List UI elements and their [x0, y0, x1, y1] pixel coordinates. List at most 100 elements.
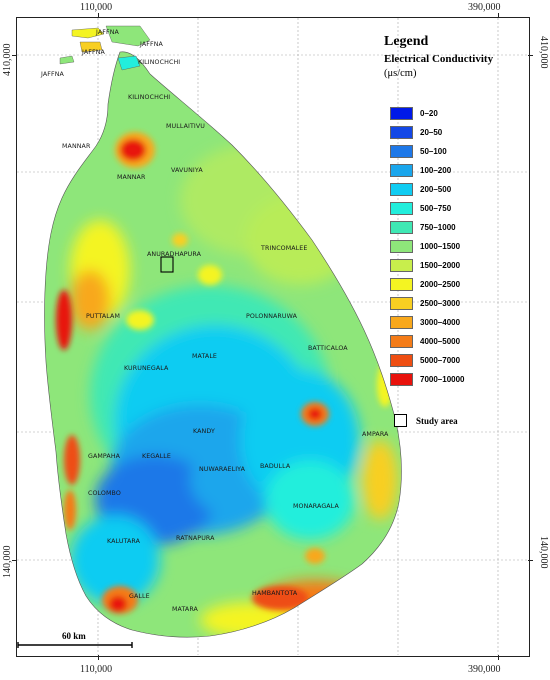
legend-label: 1500–2000 — [420, 261, 461, 270]
legend-label: 3000–4000 — [420, 318, 461, 327]
place-label: KEGALLE — [142, 453, 171, 460]
legend-swatch — [390, 107, 413, 120]
legend-item: 50–100 — [390, 145, 447, 158]
legend-label: 2000–2500 — [420, 280, 461, 289]
legend-item: 2500–3000 — [390, 297, 460, 310]
legend-item: 0–20 — [390, 107, 438, 120]
legend-label: 0–20 — [420, 109, 438, 118]
legend-swatch — [390, 183, 413, 196]
legend-label: 20–50 — [420, 128, 443, 137]
place-label: AMPARA — [362, 431, 389, 438]
legend-swatch — [390, 354, 413, 367]
place-label: JAFFNA — [40, 71, 65, 78]
legend-label: 1000–1500 — [420, 242, 461, 251]
study-area-box — [160, 256, 174, 273]
legend-label: 5000–7000 — [420, 356, 461, 365]
legend-swatch — [390, 164, 413, 177]
place-label: BATTICALOA — [308, 345, 348, 352]
legend-swatch — [390, 221, 413, 234]
place-label: JAFFNA — [139, 41, 164, 48]
tick — [498, 13, 499, 18]
legend-swatch — [390, 297, 413, 310]
conductivity-raster — [44, 51, 402, 638]
legend-swatch — [390, 126, 413, 139]
place-label: JAFFNA — [81, 49, 106, 56]
tick — [528, 560, 533, 561]
coord-bottom-right: 390,000 — [468, 664, 501, 675]
place-label: TRINCOMALEE — [260, 245, 307, 252]
legend-swatch — [390, 240, 413, 253]
place-label: MULLAITIVU — [166, 123, 205, 130]
legend-label: 500–750 — [420, 204, 452, 213]
place-label: COLOMBO — [88, 490, 121, 497]
place-label: KILINOCHCHI — [138, 59, 180, 66]
legend-item: 3000–4000 — [390, 316, 460, 329]
legend-item: 20–50 — [390, 126, 442, 139]
place-label: HAMBANTOTA — [252, 590, 298, 597]
place-label: POLONNARUWA — [246, 313, 298, 320]
tick — [98, 655, 99, 660]
legend-swatch — [390, 335, 413, 348]
place-label: KALUTARA — [107, 538, 141, 545]
place-label: GAMPAHA — [88, 453, 121, 460]
legend-swatch — [390, 316, 413, 329]
study-area-swatch — [394, 414, 407, 427]
legend-item: 4000–5000 — [390, 335, 460, 348]
legend-label: 750–1000 — [420, 223, 456, 232]
legend-item: 1500–2000 — [390, 259, 460, 272]
place-label: NUWARAELIYA — [199, 466, 246, 473]
legend-swatch — [390, 145, 413, 158]
coord-bottom-left: 110,000 — [80, 664, 113, 675]
legend-item: 750–1000 — [390, 221, 456, 234]
place-label: KURUNEGALA — [124, 365, 169, 372]
tick — [12, 55, 17, 56]
place-label: RATNAPURA — [176, 535, 215, 542]
legend-unit: (μs/cm) — [384, 68, 417, 79]
place-label: VAVUNIYA — [171, 167, 203, 174]
tick — [98, 13, 99, 18]
place-label: KANDY — [193, 428, 215, 435]
legend-swatch — [390, 259, 413, 272]
scale-bar — [17, 642, 133, 648]
legend-swatch — [390, 373, 413, 386]
place-label: ANURADHAPURA — [147, 251, 202, 258]
legend-label: 50–100 — [420, 147, 447, 156]
place-label: MATARA — [172, 606, 199, 613]
legend-item-study-area: Study area — [390, 414, 458, 427]
legend-item: 5000–7000 — [390, 354, 460, 367]
legend-label: 100–200 — [420, 166, 452, 175]
legend-label: 7000–10000 — [420, 375, 465, 384]
place-label: PUTTALAM — [86, 313, 120, 320]
legend-label: 200–500 — [420, 185, 452, 194]
place-label: MATALE — [192, 353, 217, 360]
legend-swatch — [390, 202, 413, 215]
scale-label: 60 km — [62, 631, 86, 641]
legend-label: 4000–5000 — [420, 337, 461, 346]
place-label: MANNAR — [117, 174, 146, 181]
place-label: JAFFNA — [95, 29, 120, 36]
jaffna-islands — [59, 25, 151, 71]
tick — [528, 55, 533, 56]
place-label: MONARAGALA — [293, 503, 339, 510]
legend-item: 1000–1500 — [390, 240, 460, 253]
legend-subtitle: Electrical Conductivity — [384, 53, 494, 65]
island-outline — [44, 51, 402, 638]
place-label: GALLE — [129, 593, 150, 600]
legend-swatch — [390, 278, 413, 291]
legend-item: 500–750 — [390, 202, 451, 215]
legend-item: 2000–2500 — [390, 278, 460, 291]
place-label: MANNAR — [62, 143, 91, 150]
coord-top-left: 110,000 — [80, 2, 113, 13]
study-area-label: Study area — [416, 415, 458, 426]
coord-top-right: 390,000 — [468, 2, 501, 13]
tick — [498, 655, 499, 660]
legend-label: 2500–3000 — [420, 299, 461, 308]
legend-title: Legend — [384, 34, 429, 49]
place-label: KILINOCHCHI — [128, 94, 170, 101]
place-label: BADULLA — [260, 463, 291, 470]
legend-item: 100–200 — [390, 164, 451, 177]
legend-item: 7000–10000 — [390, 373, 465, 386]
legend-item: 200–500 — [390, 183, 451, 196]
tick — [12, 560, 17, 561]
